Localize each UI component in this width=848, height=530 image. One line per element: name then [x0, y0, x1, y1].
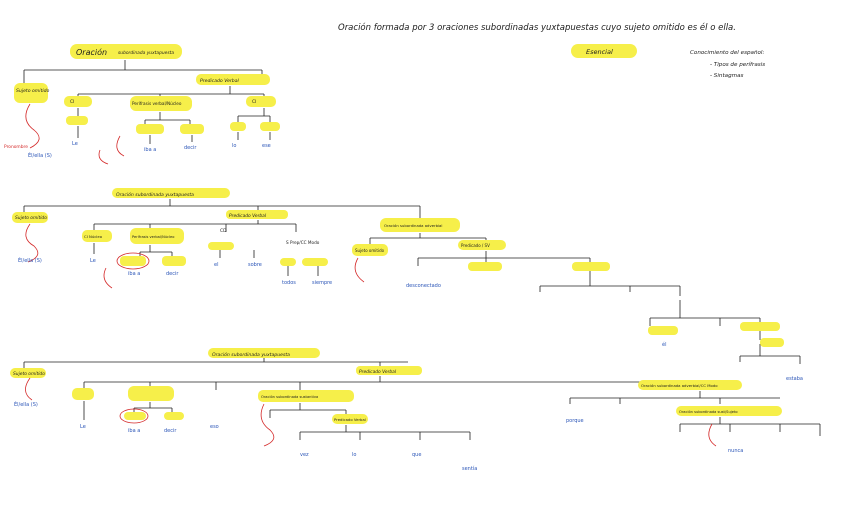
- tree-3-word-9: porque: [566, 418, 584, 424]
- tree-2-branch-5: Oración subordinada adverbial: [384, 223, 442, 228]
- tree-3-note-1: Él/ella (S): [14, 400, 38, 408]
- tree-3-branch-1: Oración subordinada sustantiva: [261, 395, 318, 399]
- tree-2-word-4: el: [214, 262, 218, 268]
- tree-1-subtitle: subordinada yuxtapuesta: [118, 50, 174, 56]
- tree-2-word-6: todos: [282, 280, 296, 286]
- tree-1-word-2: iba a: [144, 147, 156, 153]
- tree-1-branch-1: CI: [70, 99, 74, 105]
- essential-badge: Esencial: [571, 44, 637, 58]
- tree-3-word-8: sentía: [462, 465, 477, 472]
- tree-2-word-5: sobre: [248, 262, 262, 268]
- tree-2-note-2: Sujeto omitido: [355, 248, 385, 253]
- tree-2-predicate: Predicado Verbal: [229, 213, 267, 219]
- tree-1-word-3: decir: [184, 145, 197, 151]
- tree-2-word-1: Le: [90, 258, 96, 264]
- tree-1-title: Oración: [76, 47, 107, 57]
- tree-2-word-10: estaba: [786, 376, 803, 382]
- tree-2-word-7: siempre: [312, 280, 332, 286]
- notes-line-1: Conocimiento del español:: [690, 50, 764, 56]
- tree-1: Oración subordinada yuxtapuesta Sujeto o…: [4, 44, 280, 165]
- tree-2-word-9: él: [662, 341, 666, 348]
- tree-2-branch-2: Perífrasis verbal/Núcleo: [132, 235, 174, 239]
- notes-line-2: - Tipos de perífrasis: [710, 61, 765, 68]
- essential-badge-label: Esencial: [586, 48, 613, 56]
- tree-1-word-5: ese: [262, 143, 271, 149]
- tree-1-word-4: lo: [232, 143, 236, 149]
- tree-3-predicate: Predicado Verbal: [359, 369, 397, 375]
- tree-3-word-2: iba a: [128, 428, 140, 434]
- tree-1-predicate: Predicado Verbal: [200, 78, 240, 84]
- tree-3-word-6: lo: [352, 452, 356, 458]
- tree-3-word-5: vez: [300, 452, 309, 458]
- tree-1-branch-2: Perífrasis verbal/Núcleo: [132, 101, 182, 106]
- tree-3-word-3: decir: [164, 428, 177, 434]
- tree-1-note-2: Pronombre: [4, 144, 28, 150]
- tree-2-word-3: decir: [166, 271, 179, 277]
- tree-3-word-7: que: [412, 452, 421, 458]
- tree-2: Oración subordinada yuxtapuesta Sujeto o…: [12, 188, 803, 382]
- tree-3: Oración subordinada yuxtapuesta Sujeto o…: [10, 348, 821, 472]
- tree-3-subject: Sujeto omitido: [13, 371, 45, 377]
- tree-2-note-3: Predicado / SV: [461, 243, 490, 248]
- tree-2-word-8: desconectado: [406, 283, 441, 289]
- tree-3-branch-3: Oración subordinada sust/Sujeto: [679, 410, 738, 414]
- tree-3-note-2: Predicado Verbal: [334, 417, 366, 422]
- tree-3-title: Oración subordinada yuxtapuesta: [212, 351, 290, 358]
- tree-2-branch-3: CD: [220, 228, 227, 234]
- notes-block: Conocimiento del español: - Tipos de per…: [690, 50, 765, 79]
- tree-1-word-1: Le: [72, 141, 78, 147]
- page-title: Oración formada por 3 oraciones subordin…: [338, 22, 736, 33]
- tree-1-note-1: Él/ella (S): [28, 151, 52, 159]
- tree-2-subject: Sujeto omitido: [15, 215, 47, 221]
- tree-2-word-2: iba a: [128, 271, 140, 277]
- tree-3-branch-2: Oración subordinada adverbial/CC Modo: [641, 383, 718, 388]
- tree-2-note-1: Él/ella (S): [18, 256, 42, 264]
- notes-line-3: - Sintagmas: [710, 73, 743, 79]
- tree-3-word-10: nunca: [728, 448, 743, 454]
- tree-2-branch-4: S Prep/CC Modo: [286, 240, 320, 245]
- tree-3-word-4: eso: [210, 424, 219, 430]
- tree-3-word-1: Le: [80, 424, 86, 430]
- tree-2-branch-1: CI Núcleo: [84, 234, 103, 239]
- tree-1-subject: Sujeto omitido: [16, 88, 50, 94]
- tree-2-title: Oración subordinada yuxtapuesta: [116, 191, 194, 198]
- tree-1-branch-3: CI: [252, 99, 256, 105]
